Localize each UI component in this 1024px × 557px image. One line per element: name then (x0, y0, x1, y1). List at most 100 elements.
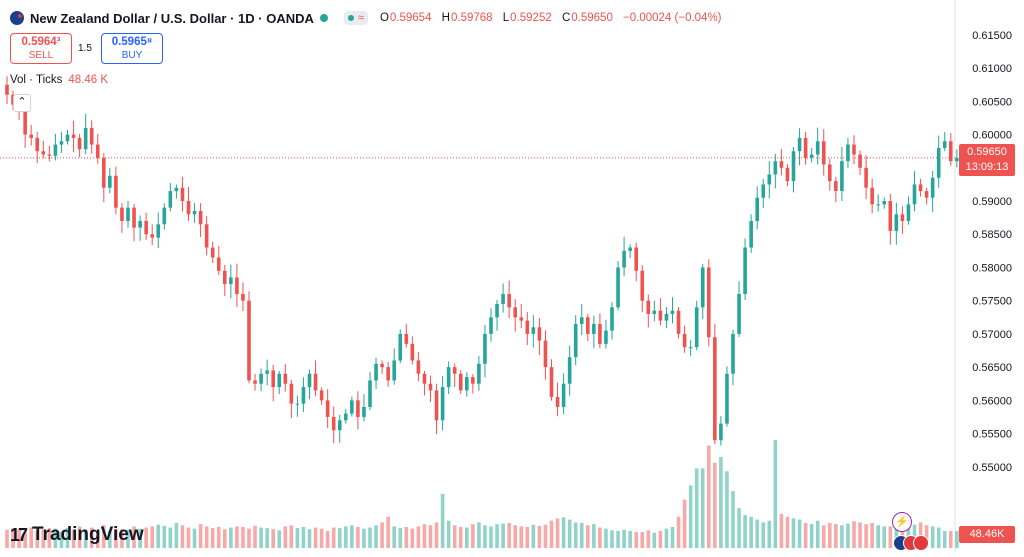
candle-body (337, 420, 342, 431)
chart-mode-pill[interactable]: ≈ (343, 11, 368, 25)
tradingview-logo-icon: 17 (10, 524, 28, 545)
volume-bar (204, 526, 209, 548)
volume-bar (162, 525, 167, 548)
candle-body (434, 390, 439, 421)
candle-body (634, 247, 638, 271)
volume-bar (344, 526, 348, 548)
volume-bar (380, 522, 384, 548)
volume-bar (65, 528, 70, 548)
symbol-title[interactable]: New Zealand Dollar / U.S. Dollar · 1D · … (30, 10, 314, 26)
candle-body (495, 304, 499, 318)
candle-body (694, 307, 699, 348)
sell-label: SELL (28, 50, 54, 61)
candle-body (676, 310, 681, 334)
candle-body (350, 400, 354, 414)
ohlc-open-label: O (379, 12, 389, 24)
volume-bar (11, 528, 15, 548)
volume-bar (350, 525, 354, 548)
economic-events-flags[interactable] (893, 535, 929, 551)
tradingview-logo[interactable]: 17 TradingView (10, 524, 144, 546)
candle-body (628, 247, 632, 251)
collapse-legend-chevron-up-icon[interactable]: ⌃ (13, 94, 31, 112)
volume-bar (852, 521, 856, 548)
volume-bar (888, 526, 893, 548)
candle-body (259, 373, 263, 384)
volume-bar (386, 516, 390, 548)
candle-body (670, 310, 675, 314)
candle-body (53, 144, 58, 156)
volume-bar (694, 468, 699, 548)
candle-body (204, 224, 209, 248)
volume-bar (773, 440, 778, 548)
volume-bar (229, 527, 233, 548)
volume-bar (761, 522, 766, 548)
candle-body (507, 294, 511, 308)
candle-body (241, 294, 245, 301)
volume-bar (247, 528, 251, 548)
volume-bar (114, 528, 118, 548)
volume-bar (71, 529, 76, 548)
candle-body (852, 144, 856, 155)
volume-bar (186, 527, 191, 548)
volume-bar (652, 532, 657, 548)
candle-body (918, 184, 923, 192)
candle-body (416, 360, 421, 374)
candle-body (779, 161, 784, 168)
candle-body (295, 403, 300, 405)
candle-body (707, 267, 711, 338)
volume-bar (483, 525, 487, 548)
volume-bar (138, 528, 142, 548)
volume-bar (259, 527, 263, 548)
candle-body (168, 191, 173, 208)
candle-body (840, 161, 844, 192)
candle-body (767, 174, 772, 185)
event-lightning-icon[interactable]: ⚡ (892, 512, 912, 532)
buy-button[interactable]: 0.5965⁸ BUY (101, 33, 163, 64)
volume-bar (707, 445, 711, 548)
volume-bar (828, 522, 832, 548)
volume-bar (374, 525, 378, 548)
volume-bar (47, 528, 52, 548)
candle-body (216, 257, 221, 271)
candle-body (277, 373, 282, 388)
candle-body (77, 137, 82, 150)
candle-body (132, 207, 136, 228)
volume-bar (791, 518, 796, 548)
volume-bar (688, 485, 693, 548)
volume-bar (713, 462, 717, 548)
candle-body (344, 413, 348, 421)
candle-body (392, 360, 396, 381)
candle-body (646, 300, 651, 314)
y-tick-label: 0.61500 (972, 30, 1012, 42)
candle-body (949, 141, 953, 162)
volume-bar (616, 530, 620, 548)
volume-bar (144, 527, 148, 548)
candle-body (307, 373, 312, 388)
candle-body (458, 373, 463, 391)
y-tick-label: 0.60500 (972, 96, 1012, 108)
candle-body (229, 277, 233, 285)
candle-body (210, 247, 215, 258)
candle-body (549, 367, 554, 398)
candle-body (440, 387, 445, 421)
candle-body (156, 224, 161, 238)
candle-body (828, 164, 832, 182)
candle-body (882, 201, 887, 205)
volume-bar (749, 516, 753, 548)
candle-body (610, 307, 614, 331)
volume-bar (477, 522, 481, 548)
volume-bar (422, 524, 427, 548)
volume-bar (507, 522, 511, 548)
candle-body (773, 161, 778, 175)
candle-body (144, 220, 148, 235)
candle-body (477, 363, 481, 384)
sell-button[interactable]: 0.5964³ SELL (10, 33, 72, 64)
candle-body (755, 197, 759, 221)
volume-bar (573, 522, 578, 548)
candle-body (404, 333, 409, 344)
candle-body (700, 267, 705, 308)
volume-bar (537, 525, 542, 548)
volume-legend[interactable]: Vol · Ticks 48.46 K (10, 74, 108, 86)
